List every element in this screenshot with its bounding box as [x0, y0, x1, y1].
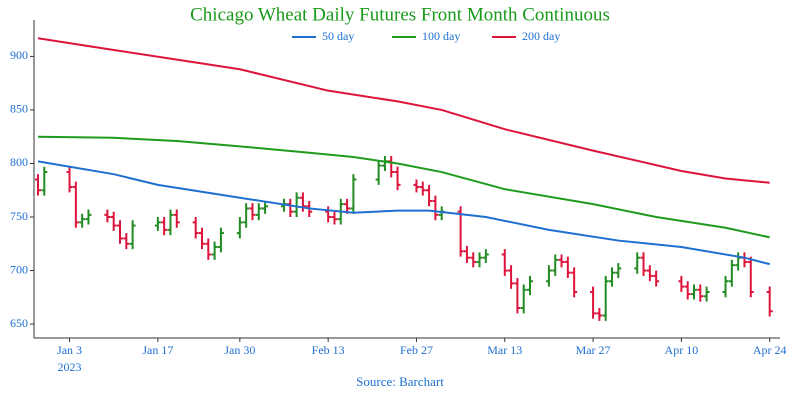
moving-average-line — [37, 160, 770, 266]
y-tick-label: 900 — [10, 48, 28, 62]
y-tick-label: 650 — [10, 316, 28, 330]
x-tick-label: Jan 3 — [57, 343, 82, 357]
source-note: Source: Barchart — [356, 374, 444, 389]
legend-label: 50 day — [322, 29, 354, 43]
legend-label: 100 day — [422, 29, 460, 43]
legend-label: 200 day — [522, 29, 560, 43]
x-tick-label: Feb 27 — [400, 343, 433, 357]
x-tick-label: Apr 24 — [753, 343, 787, 357]
x-tick-label: Mar 27 — [576, 343, 611, 357]
x-tick-label: Jan 30 — [224, 343, 255, 357]
moving-average-line — [37, 135, 770, 239]
y-tick-label: 850 — [10, 102, 28, 116]
y-tick-label: 700 — [10, 262, 28, 276]
x-tick-label: Mar 13 — [487, 343, 522, 357]
y-tick-label: 750 — [10, 209, 28, 223]
x-tick-label: Feb 13 — [312, 343, 345, 357]
moving-average-line — [37, 37, 770, 184]
x-tick-label: Jan 17 — [142, 343, 173, 357]
x-year-label: 2023 — [58, 360, 82, 374]
chart-title: Chicago Wheat Daily Futures Front Month … — [190, 4, 610, 25]
y-tick-label: 800 — [10, 155, 28, 169]
x-tick-label: Apr 10 — [665, 343, 699, 357]
